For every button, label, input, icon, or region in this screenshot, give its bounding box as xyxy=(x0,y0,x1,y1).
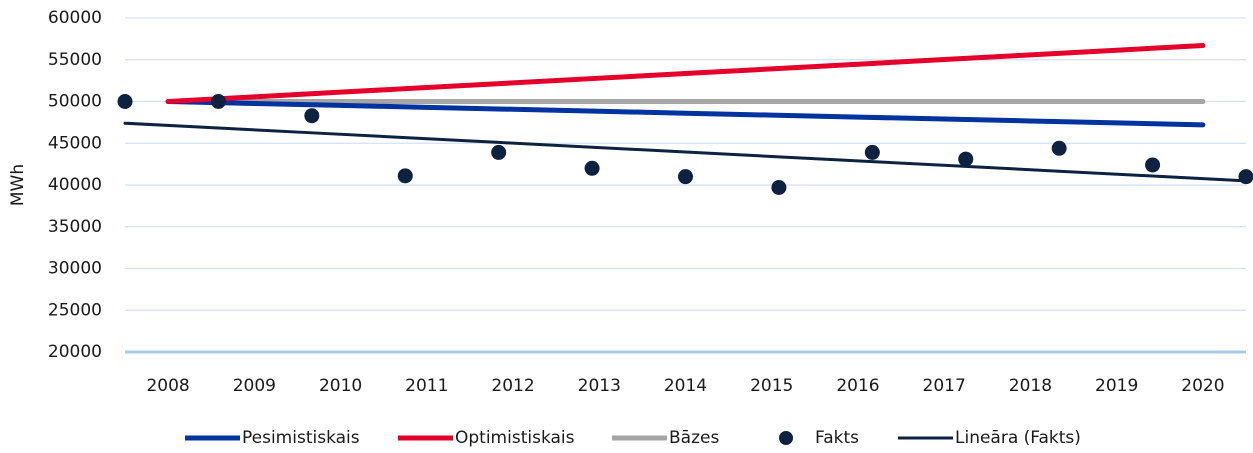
x-tick-label: 2019 xyxy=(1095,376,1138,396)
fakts-point xyxy=(1145,157,1161,173)
y-tick-label: 40000 xyxy=(48,175,102,195)
x-tick-label: 2017 xyxy=(923,376,966,396)
fakts-point xyxy=(491,144,507,160)
fakts-point xyxy=(304,108,320,124)
fakts-point xyxy=(864,144,880,160)
fakts-point xyxy=(584,160,600,176)
fakts-point xyxy=(678,169,693,185)
fakts-point xyxy=(117,94,133,109)
x-tick-label: 2013 xyxy=(578,376,621,396)
legend-label: Pesimistiskais xyxy=(242,428,360,448)
y-axis-label: MWh xyxy=(8,164,28,206)
fakts-point xyxy=(397,168,413,184)
y-tick-label: 55000 xyxy=(48,50,102,70)
y-tick-label: 60000 xyxy=(48,8,102,28)
legend-label: Fakts xyxy=(815,428,859,448)
series-line xyxy=(165,99,1206,128)
fakts-point xyxy=(771,180,787,196)
fakts-point xyxy=(1051,140,1067,156)
fakts-point xyxy=(1238,169,1253,185)
y-tick-label: 35000 xyxy=(48,217,102,237)
y-tick-label: 20000 xyxy=(48,342,102,362)
fakts-point xyxy=(958,151,974,167)
legend-label: Optimistiskais xyxy=(455,428,575,448)
trend-line xyxy=(123,121,1248,183)
x-tick-label: 2020 xyxy=(1181,376,1224,396)
legend-label: Bāzes xyxy=(669,428,719,448)
x-tick-label: 2012 xyxy=(491,376,534,396)
y-tick-label: 45000 xyxy=(48,133,102,153)
fakts-point xyxy=(210,94,226,109)
x-tick-label: 2011 xyxy=(405,376,448,396)
x-tick-label: 2014 xyxy=(664,376,707,396)
y-tick-label: 50000 xyxy=(48,92,102,112)
x-tick-label: 2016 xyxy=(836,376,879,396)
x-tick-label: 2008 xyxy=(146,376,189,396)
y-tick-label: 30000 xyxy=(48,259,102,279)
x-tick-label: 2015 xyxy=(750,376,793,396)
legend-label: Lineāra (Fakts) xyxy=(955,428,1081,448)
x-tick-label: 2018 xyxy=(1009,376,1052,396)
series-line xyxy=(165,43,1206,104)
x-tick-label: 2010 xyxy=(319,376,362,396)
x-tick-label: 2009 xyxy=(233,376,276,396)
y-tick-label: 25000 xyxy=(48,300,102,320)
legend-swatch xyxy=(779,431,793,445)
